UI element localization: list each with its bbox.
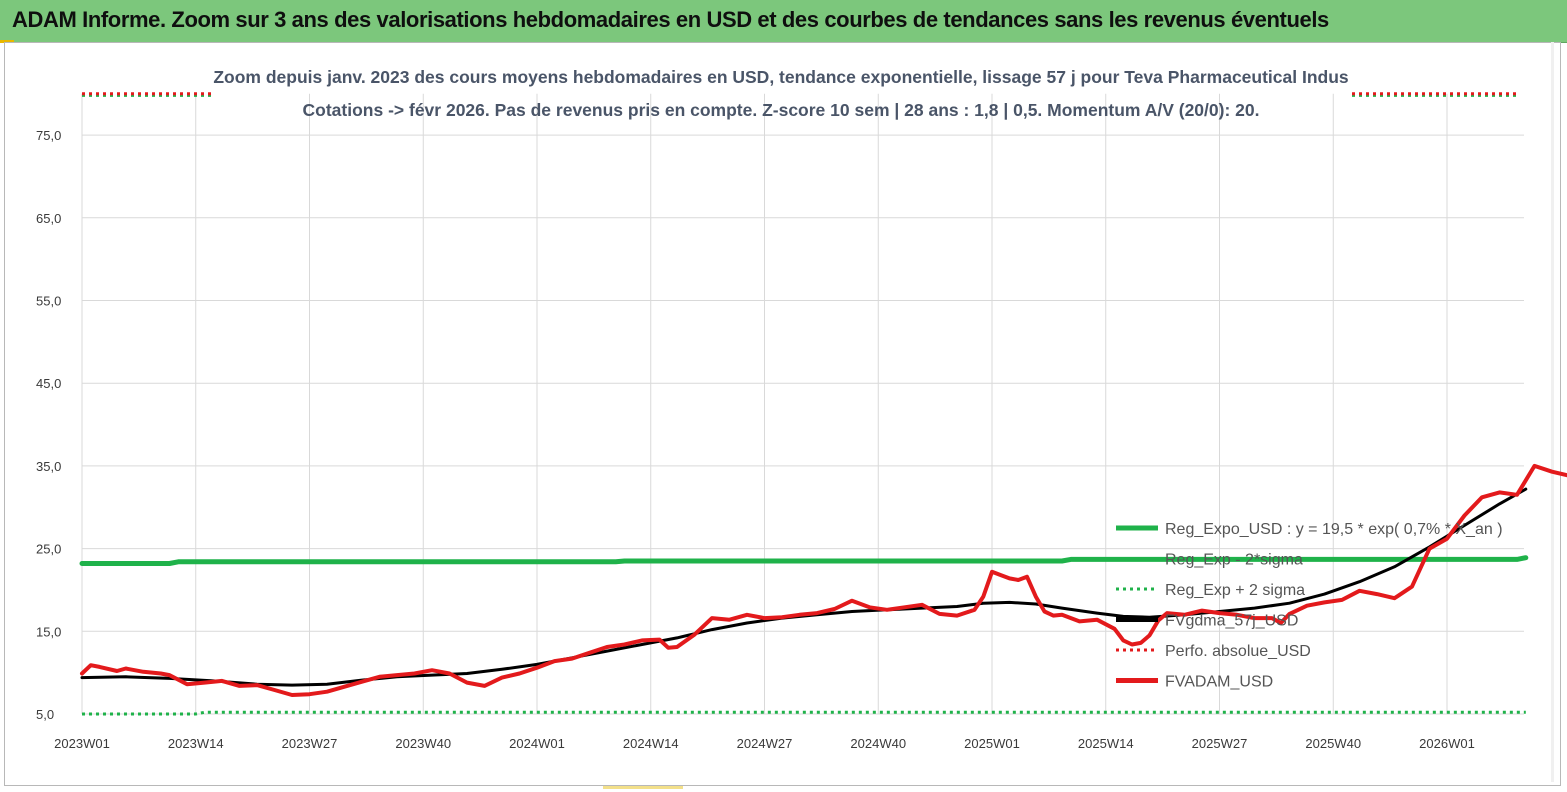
chart-series (79, 92, 1567, 716)
y-tick-label: 65,0 (36, 211, 61, 226)
y-axis-labels: 5,0 15,0 25,0 35,0 45,0 55,0 65,0 75,0 (36, 128, 61, 722)
bottom-accent (603, 786, 683, 789)
x-tick-label: 2023W40 (395, 736, 451, 751)
x-tick-label: 2026W01 (1419, 736, 1475, 751)
chart-subtitle: Cotations -> févr 2026. Pas de revenus p… (303, 100, 1260, 120)
x-axis-labels: 2023W01 2023W14 2023W27 2023W40 2024W01 2024W… (54, 736, 1475, 751)
corner-accent (0, 40, 14, 43)
series-line-0 (79, 555, 1529, 566)
x-tick-label: 2023W27 (282, 736, 338, 751)
y-tick-label: 35,0 (36, 459, 61, 474)
y-tick-label: 15,0 (36, 624, 61, 639)
series-line-5 (80, 463, 1567, 697)
chart-frame (4, 42, 1561, 786)
legend-label: FVADAM_USD (1165, 674, 1273, 691)
y-tick-label: 45,0 (36, 376, 61, 391)
x-tick-label: 2025W40 (1305, 736, 1361, 751)
series-line-1 (82, 710, 1526, 716)
chart-legend: Reg_Expo_USD : y = 19,5 * exp( 0,7% * X_… (1116, 521, 1503, 691)
chart-title: Zoom depuis janv. 2023 des cours moyens … (213, 67, 1349, 87)
x-tick-label: 2025W01 (964, 736, 1020, 751)
x-tick-label: 2024W14 (623, 736, 679, 751)
x-tick-label: 2025W14 (1078, 736, 1134, 751)
y-tick-label: 25,0 (36, 542, 61, 557)
right-edge-accent (1551, 42, 1554, 782)
legend-label: Reg_Exp + 2 sigma (1165, 582, 1305, 599)
legend-label: FVgdma_57j_USD (1165, 613, 1298, 630)
report-banner: ADAM Informe. Zoom sur 3 ans des valoris… (0, 0, 1567, 43)
y-tick-label: 5,0 (36, 707, 54, 722)
x-tick-label: 2025W27 (1192, 736, 1248, 751)
x-tick-label: 2023W14 (168, 736, 224, 751)
y-tick-label: 75,0 (36, 128, 61, 143)
x-tick-label: 2024W27 (737, 736, 793, 751)
y-tick-label: 55,0 (36, 294, 61, 309)
x-tick-label: 2023W01 (54, 736, 110, 751)
report-title: ADAM Informe. Zoom sur 3 ans des valoris… (12, 7, 1329, 32)
legend-label: Reg_Exp - 2*sigma (1165, 552, 1303, 569)
x-tick-label: 2024W01 (509, 736, 565, 751)
chart-grid (81, 93, 1524, 715)
legend-label: Reg_Expo_USD : y = 19,5 * exp( 0,7% * X_… (1165, 521, 1503, 538)
legend-label: Perfo. absolue_USD (1165, 643, 1311, 660)
x-tick-label: 2024W40 (850, 736, 906, 751)
